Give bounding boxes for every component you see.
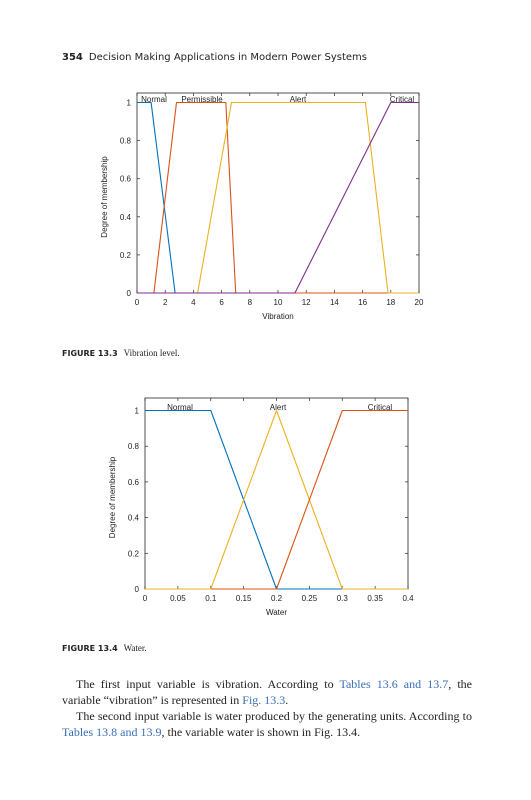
table-link[interactable]: Tables 13.8 and 13.9 <box>62 725 162 739</box>
caption-label: FIGURE 13.4 <box>62 644 118 653</box>
x-axis-label: Vibration <box>262 312 293 321</box>
body-text: The first input variable is vibration. A… <box>62 676 472 740</box>
x-tick-label: 0.1 <box>205 594 217 603</box>
x-tick-label: 4 <box>191 298 196 307</box>
y-tick-label: 0 <box>135 585 140 594</box>
series-label-alert: Alert <box>270 403 287 412</box>
y-tick-label: 0.4 <box>128 514 140 523</box>
series-label-critical: Critical <box>368 403 393 412</box>
paragraph-2: The second input variable is water produ… <box>62 709 472 739</box>
y-axis-label: Degree of membership <box>100 156 109 238</box>
x-tick-label: 0.35 <box>367 594 383 603</box>
x-tick-label: 0.25 <box>302 594 318 603</box>
figure-link[interactable]: Fig. 13.3 <box>242 693 286 707</box>
figure-13-4-caption: FIGURE 13.4 Water. <box>62 643 147 653</box>
x-tick-label: 12 <box>302 298 311 307</box>
figure-13-3-caption: FIGURE 13.3 Vibration level. <box>62 348 180 358</box>
page-number: 354 <box>62 52 83 63</box>
x-tick-label: 2 <box>163 298 168 307</box>
y-tick-label: 0.8 <box>128 442 140 451</box>
y-tick-label: 0.4 <box>120 213 132 222</box>
series-line-alert <box>145 409 408 590</box>
y-axis-label: Degree of membership <box>108 456 117 538</box>
y-tick-label: 1 <box>127 99 132 108</box>
x-tick-label: 0.05 <box>170 594 186 603</box>
plot-area-frame <box>136 92 420 294</box>
x-axis-label: Water <box>266 608 287 617</box>
x-tick-label: 0 <box>135 298 140 307</box>
y-tick-label: 0.6 <box>120 175 132 184</box>
x-tick-label: 10 <box>274 298 283 307</box>
x-tick-label: 0.15 <box>236 594 252 603</box>
series-line-critical <box>137 101 419 294</box>
y-tick-label: 0.2 <box>128 549 140 558</box>
x-tick-label: 8 <box>248 298 253 307</box>
x-tick-label: 0.4 <box>402 594 414 603</box>
caption-label: FIGURE 13.3 <box>62 349 118 358</box>
series-label-normal: Normal <box>141 95 167 104</box>
x-tick-label: 14 <box>330 298 339 307</box>
caption-text: Vibration level. <box>123 348 180 358</box>
series-label-critical: Critical <box>390 95 415 104</box>
y-tick-label: 0 <box>127 289 132 298</box>
y-tick-label: 0.2 <box>120 251 132 260</box>
x-tick-label: 18 <box>386 298 395 307</box>
book-title: Decision Making Applications in Modern P… <box>88 52 367 63</box>
x-tick-label: 0.2 <box>271 594 283 603</box>
x-tick-label: 0.3 <box>337 594 349 603</box>
figure-13-3-vibration-chart: 0 2 4 6 8 10 12 14 16 18 20 0 0.2 0.4 0.6 0.8 1 Vibration… <box>100 92 424 321</box>
x-tick-label: 0 <box>143 594 148 603</box>
x-tick-label: 20 <box>415 298 424 307</box>
figure-13-4-water-chart: 0 0.05 0.1 0.15 0.2 0.25 0.3 0.35 0.4 0 0.2 0.4 0.6 0… <box>108 397 414 617</box>
series-line-critical <box>210 409 408 590</box>
series-label-normal: Normal <box>167 403 193 412</box>
y-tick-label: 1 <box>135 406 140 415</box>
series-label-alert: Alert <box>290 95 307 104</box>
table-link[interactable]: Tables 13.6 and 13.7 <box>339 677 449 691</box>
x-tick-label: 6 <box>219 298 224 307</box>
running-header: 354 Decision Making Applications in Moder… <box>62 52 367 63</box>
plot-area-frame <box>144 397 409 590</box>
series-label-permissible: Permissible <box>181 95 223 104</box>
x-tick-label: 16 <box>358 298 367 307</box>
y-tick-label: 0.6 <box>128 478 140 487</box>
caption-text: Water. <box>123 643 147 653</box>
paragraph-1: The first input variable is vibration. A… <box>62 677 472 707</box>
y-tick-label: 0.8 <box>120 137 132 146</box>
